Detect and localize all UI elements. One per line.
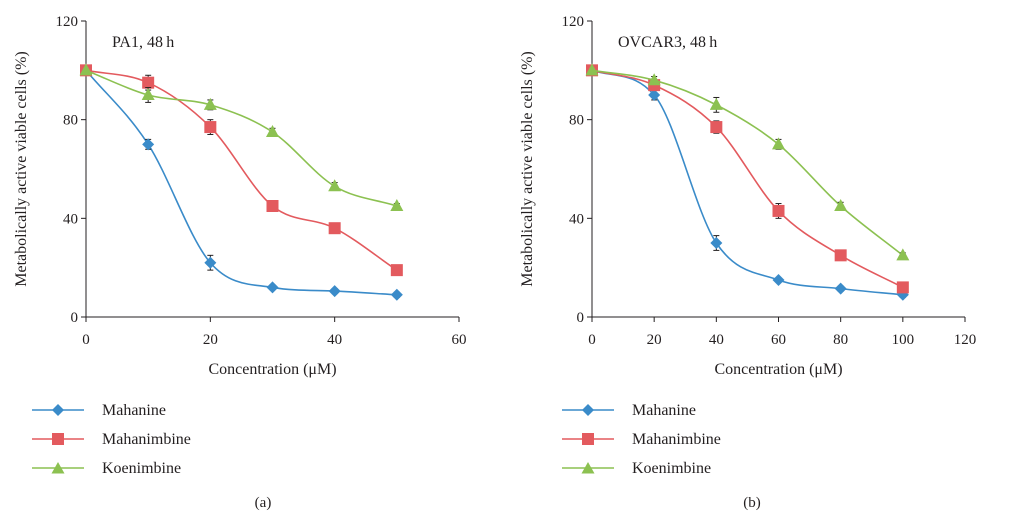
data-point-mahanimbine bbox=[266, 200, 279, 212]
series-mahanine bbox=[80, 64, 403, 301]
series-line-koenimbine bbox=[591, 69, 904, 256]
data-point-mahanine bbox=[834, 282, 847, 295]
series-koenimbine bbox=[585, 63, 910, 261]
x-tick-label: 120 bbox=[954, 332, 977, 348]
legend-label-mahanine: Mahanine bbox=[102, 402, 166, 419]
y-tick-label: 120 bbox=[56, 14, 79, 30]
data-point-koenimbine bbox=[266, 125, 279, 137]
y-axis-label: Metabolically active viable cells (%) bbox=[519, 51, 536, 286]
legend-label-mahanimbine: Mahanimbine bbox=[632, 431, 721, 448]
data-point-mahanimbine bbox=[710, 121, 723, 134]
chart-b: 0 40 80 120 0 20 40 60 80 100 120 Concentration (μM… bbox=[519, 14, 977, 378]
chart-panel-a: 0 40 80 120 0 20 40 60 Concentration (μM) Metabol… bbox=[13, 14, 467, 511]
series-line-koenimbine bbox=[85, 69, 398, 207]
data-point-mahanine bbox=[390, 288, 403, 301]
series-line-mahanine bbox=[591, 69, 903, 296]
data-point-mahanine bbox=[204, 256, 217, 269]
series-mahanine bbox=[586, 64, 909, 301]
legend-swatch-mahanimbine bbox=[32, 433, 84, 445]
y-tick-label: 0 bbox=[577, 310, 585, 326]
x-tick-label: 60 bbox=[771, 332, 786, 348]
legend-label-mahanimbine: Mahanimbine bbox=[102, 431, 191, 448]
data-point-mahanine bbox=[772, 274, 785, 286]
data-point-mahanimbine bbox=[772, 204, 785, 217]
x-tick-label: 20 bbox=[647, 332, 662, 348]
x-tick-label: 100 bbox=[892, 332, 915, 348]
data-point-koenimbine bbox=[79, 63, 93, 76]
series-koenimbine bbox=[79, 63, 404, 211]
series-line-mahanine bbox=[85, 69, 397, 296]
x-tick-label: 80 bbox=[833, 332, 848, 348]
data-point-koenimbine bbox=[709, 97, 723, 110]
data-point-koenimbine bbox=[896, 248, 910, 261]
chart-title: PA1, 48 h bbox=[112, 34, 174, 51]
chart-a: 0 40 80 120 0 20 40 60 Concentration (μM) Metabol… bbox=[13, 14, 467, 378]
data-point-koenimbine bbox=[141, 88, 155, 100]
legend-swatch-mahanimbine bbox=[562, 433, 614, 445]
y-axis-label: Metabolically active viable cells (%) bbox=[13, 51, 30, 286]
x-tick-label: 40 bbox=[327, 332, 342, 348]
y-tick-label: 80 bbox=[569, 113, 584, 129]
data-point-koenimbine bbox=[585, 63, 599, 76]
data-point-mahanine bbox=[710, 237, 723, 249]
legend-swatch-koenimbine bbox=[32, 462, 84, 474]
legend-label-koenimbine: Koenimbine bbox=[632, 460, 712, 477]
data-point-koenimbine bbox=[772, 137, 785, 150]
x-tick-label: 40 bbox=[709, 332, 724, 348]
data-point-mahanimbine bbox=[834, 249, 847, 262]
y-tick-label: 40 bbox=[63, 211, 78, 227]
data-point-mahanimbine bbox=[204, 121, 217, 134]
series-mahanimbine bbox=[586, 64, 909, 294]
data-point-koenimbine bbox=[390, 199, 404, 211]
y-tick-label: 40 bbox=[569, 211, 584, 227]
y-tick-label: 80 bbox=[63, 113, 78, 129]
legend-swatch-mahanine bbox=[32, 404, 84, 416]
y-tick-label: 120 bbox=[562, 14, 585, 30]
x-axis-label: Concentration (μM) bbox=[208, 361, 336, 378]
x-tick-label: 60 bbox=[452, 332, 467, 348]
series-line-mahanimbine bbox=[85, 69, 398, 271]
legend-swatch-koenimbine bbox=[562, 462, 614, 474]
x-axis-label: Concentration (μM) bbox=[714, 361, 842, 378]
x-tick-label: 20 bbox=[203, 332, 218, 348]
data-point-koenimbine bbox=[834, 199, 848, 211]
series-mahanimbine bbox=[80, 64, 403, 277]
data-point-mahanine bbox=[142, 138, 155, 151]
caption-a: (a) bbox=[254, 495, 272, 511]
data-point-koenimbine bbox=[328, 179, 342, 192]
data-point-mahanimbine bbox=[328, 222, 341, 235]
x-tick-label: 0 bbox=[588, 332, 596, 348]
data-point-mahanimbine bbox=[896, 281, 909, 294]
y-tick-label: 0 bbox=[71, 310, 79, 326]
legend-swatch-mahanine bbox=[562, 404, 614, 416]
caption-b: (b) bbox=[743, 495, 761, 511]
chart-panel-b: 0 40 80 120 0 20 40 60 80 100 120 Concentration (μM… bbox=[506, 0, 1012, 519]
data-point-mahanimbine bbox=[142, 76, 155, 89]
data-point-mahanine bbox=[648, 89, 661, 101]
data-point-mahanimbine bbox=[390, 264, 403, 277]
legend-label-mahanine: Mahanine bbox=[632, 402, 696, 419]
data-point-koenimbine bbox=[647, 73, 661, 86]
series-line-mahanimbine bbox=[591, 69, 904, 289]
data-point-mahanine bbox=[266, 281, 279, 294]
legend-label-koenimbine: Koenimbine bbox=[102, 460, 182, 477]
chart-title: OVCAR3, 48 h bbox=[618, 34, 717, 51]
data-point-mahanine bbox=[328, 285, 341, 298]
data-point-koenimbine bbox=[203, 97, 217, 110]
x-tick-label: 0 bbox=[82, 332, 90, 348]
